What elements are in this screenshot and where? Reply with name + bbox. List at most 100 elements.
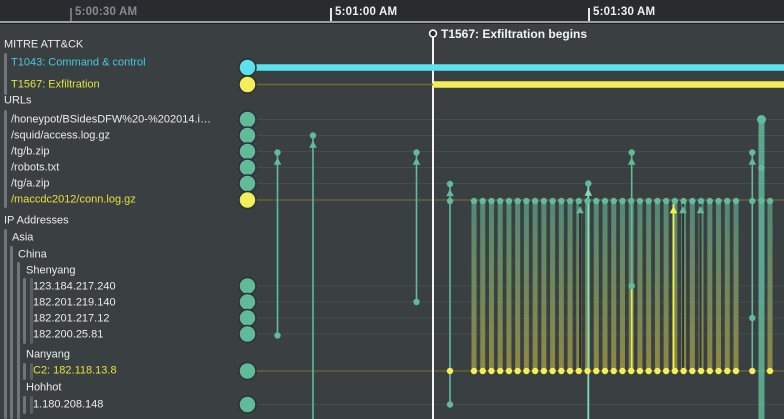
event-dot[interactable]: [757, 115, 766, 124]
entity-dot[interactable]: [239, 143, 256, 160]
event-dot[interactable]: [724, 368, 730, 374]
event-link-bar[interactable]: [489, 201, 494, 371]
event-link-bar[interactable]: [664, 201, 669, 371]
event-dot[interactable]: [637, 368, 643, 374]
event-dot[interactable]: [715, 198, 721, 204]
sidebar-row-url-tg-a-zip[interactable]: /tg/a.zip: [11, 178, 50, 189]
event-dot[interactable]: [733, 198, 739, 204]
time-ruler[interactable]: 5:00:30 AM5:01:00 AM5:01:30 AM: [0, 0, 784, 21]
event-dot[interactable]: [749, 149, 755, 155]
sidebar-group-shenyang[interactable]: Shenyang: [26, 265, 76, 276]
event-dot[interactable]: [707, 198, 713, 204]
event-dot[interactable]: [447, 181, 453, 187]
event-dot[interactable]: [637, 198, 643, 204]
event-dot[interactable]: [628, 198, 634, 204]
sidebar-row-t1043[interactable]: T1043: Command & control: [11, 58, 146, 69]
event-dot[interactable]: [558, 198, 564, 204]
event-dot[interactable]: [514, 368, 520, 374]
event-link-bar[interactable]: [603, 201, 608, 371]
event-dot[interactable]: [506, 198, 512, 204]
event-dot[interactable]: [447, 368, 453, 374]
event-dot[interactable]: [480, 368, 486, 374]
event-dot[interactable]: [585, 180, 591, 186]
event-dot[interactable]: [611, 198, 617, 204]
event-dot[interactable]: [576, 368, 582, 374]
event-dot[interactable]: [497, 198, 503, 204]
event-dot[interactable]: [497, 368, 503, 374]
event-dot[interactable]: [680, 368, 686, 374]
entity-dot[interactable]: [239, 127, 256, 144]
event-dot[interactable]: [715, 368, 721, 374]
event-dot[interactable]: [567, 368, 573, 374]
event-dot[interactable]: [471, 368, 477, 374]
annotation-label[interactable]: T1567: Exfiltration begins: [441, 27, 587, 41]
event-link-bar[interactable]: [611, 201, 616, 371]
event-dot[interactable]: [689, 198, 695, 204]
event-dot[interactable]: [724, 198, 730, 204]
event-dot[interactable]: [758, 198, 764, 204]
event-dot[interactable]: [447, 198, 453, 204]
event-dot[interactable]: [576, 198, 582, 204]
annotation-marker-circle[interactable]: [430, 30, 437, 37]
event-link-bar[interactable]: [506, 201, 511, 371]
event-dot[interactable]: [619, 368, 625, 374]
event-link-bar[interactable]: [734, 201, 739, 371]
sidebar-row-url-squid-access-log[interactable]: /squid/access.log.gz: [11, 130, 110, 141]
entity-dot[interactable]: [239, 396, 256, 413]
event-dot[interactable]: [749, 368, 755, 374]
event-strip[interactable]: [759, 120, 765, 419]
event-dot[interactable]: [310, 132, 316, 138]
event-dot[interactable]: [629, 283, 635, 289]
event-dot[interactable]: [733, 368, 739, 374]
event-dot[interactable]: [567, 198, 573, 204]
sidebar-group-china[interactable]: China: [18, 249, 47, 260]
sidebar-group-hohhot[interactable]: Hohhot: [26, 383, 61, 394]
sidebar-row-ip-182-200-25-81[interactable]: 182.200.25.81: [33, 330, 103, 341]
event-dot[interactable]: [593, 198, 599, 204]
entity-dot[interactable]: [239, 111, 256, 128]
event-dot[interactable]: [698, 198, 704, 204]
t1043-activity-bar[interactable]: [256, 64, 784, 71]
event-link-bar[interactable]: [541, 201, 546, 371]
event-dot[interactable]: [689, 368, 695, 374]
event-dot[interactable]: [532, 368, 538, 374]
event-dot[interactable]: [654, 198, 660, 204]
event-dot[interactable]: [413, 149, 419, 155]
entity-dot[interactable]: [239, 278, 256, 295]
event-dot[interactable]: [274, 332, 280, 338]
event-link-bar[interactable]: [620, 201, 625, 371]
event-dot[interactable]: [672, 368, 678, 374]
event-dot[interactable]: [663, 198, 669, 204]
entity-dot[interactable]: [239, 294, 256, 311]
event-dot[interactable]: [523, 368, 529, 374]
sidebar-row-url-robots-txt[interactable]: /robots.txt: [11, 162, 59, 173]
t1567-idle-line[interactable]: [256, 84, 433, 86]
event-link-bar[interactable]: [533, 201, 538, 371]
event-dot[interactable]: [549, 198, 555, 204]
event-dot[interactable]: [549, 368, 555, 374]
event-dot[interactable]: [602, 198, 608, 204]
event-dot[interactable]: [619, 198, 625, 204]
event-dot[interactable]: [654, 368, 660, 374]
event-dot[interactable]: [611, 368, 617, 374]
sidebar-row-url-honeypot[interactable]: /honeypot/BSidesDFW%20-%202014.i…: [11, 114, 211, 125]
sidebar-group-asia[interactable]: Asia: [12, 233, 33, 244]
event-dot[interactable]: [602, 368, 608, 374]
event-link-bar[interactable]: [524, 201, 529, 371]
event-link-bar[interactable]: [716, 201, 721, 371]
event-link-bar[interactable]: [568, 201, 573, 371]
event-dot[interactable]: [274, 149, 280, 155]
sidebar-row-url-maccdc-conn-log[interactable]: /maccdc2012/conn.log.gz: [11, 195, 136, 206]
event-link-bar[interactable]: [725, 201, 730, 371]
sidebar-row-url-tg-b-zip[interactable]: /tg/b.zip: [11, 146, 50, 157]
event-dot[interactable]: [480, 198, 486, 204]
event-dot[interactable]: [707, 368, 713, 374]
sidebar-row-t1567[interactable]: T1567: Exfiltration: [11, 80, 100, 91]
event-dot[interactable]: [767, 368, 773, 374]
entity-dot[interactable]: [239, 326, 256, 343]
event-dot[interactable]: [698, 368, 704, 374]
event-dot[interactable]: [584, 198, 590, 204]
event-dot[interactable]: [593, 368, 599, 374]
entity-dot[interactable]: [239, 59, 256, 76]
event-dot[interactable]: [749, 315, 755, 321]
